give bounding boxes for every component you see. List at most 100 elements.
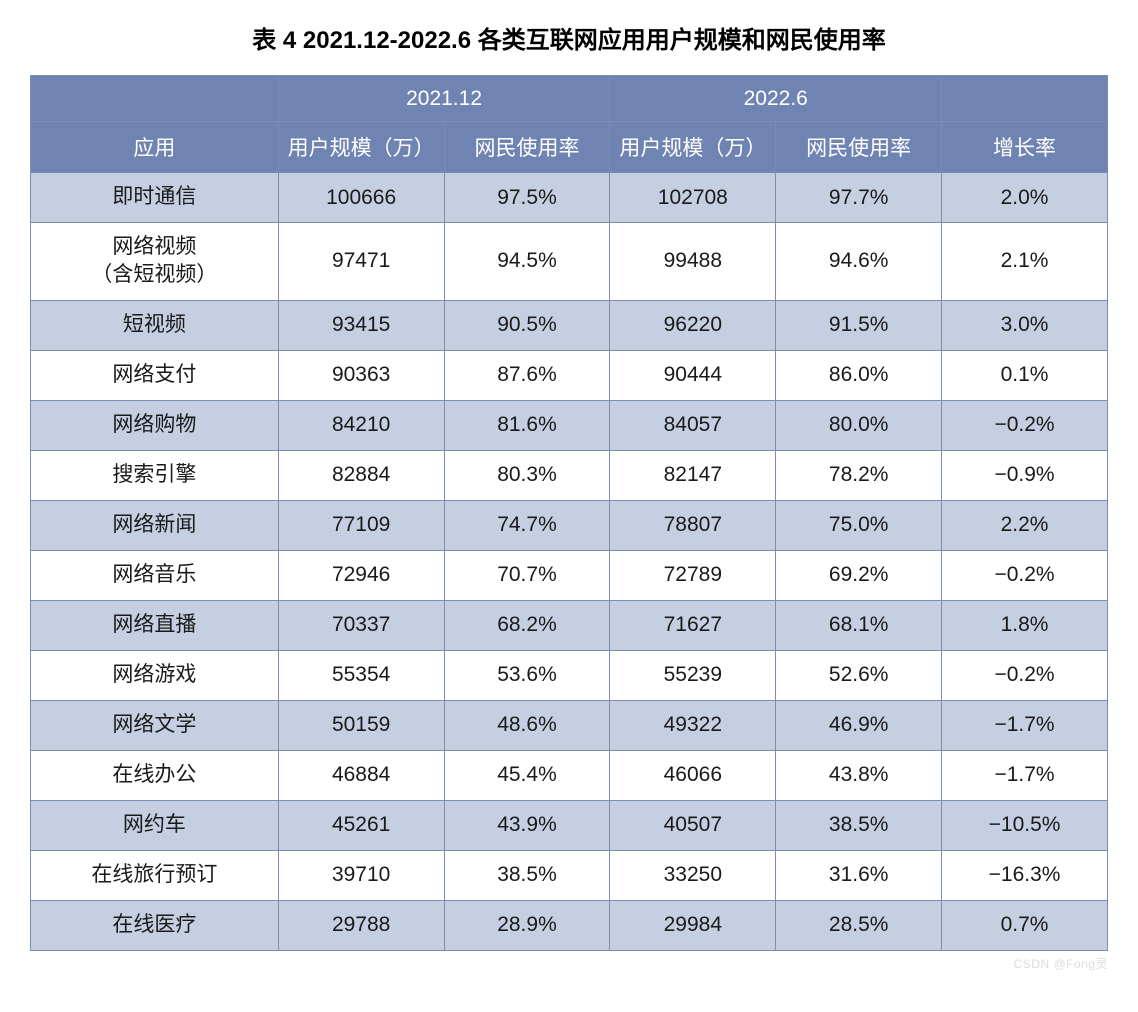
cell-p2_rate: 80.0%: [776, 400, 942, 450]
cell-p1_users: 46884: [278, 750, 444, 800]
cell-growth: 2.0%: [942, 173, 1108, 223]
cell-p2_users: 90444: [610, 350, 776, 400]
header-users-2: 用户规模（万）: [610, 122, 776, 173]
cell-p2_rate: 94.6%: [776, 223, 942, 301]
table-row: 网约车4526143.9%4050738.5%−10.5%: [31, 800, 1108, 850]
header-row-columns: 应用 用户规模（万） 网民使用率 用户规模（万） 网民使用率 增长率: [31, 122, 1108, 173]
cell-p2_rate: 86.0%: [776, 350, 942, 400]
data-table: 2021.12 2022.6 应用 用户规模（万） 网民使用率 用户规模（万） …: [30, 75, 1108, 951]
table-row: 在线医疗2978828.9%2998428.5%0.7%: [31, 900, 1108, 950]
table-row: 在线旅行预订3971038.5%3325031.6%−16.3%: [31, 850, 1108, 900]
cell-p2_users: 102708: [610, 173, 776, 223]
cell-p2_rate: 97.7%: [776, 173, 942, 223]
cell-p1_users: 100666: [278, 173, 444, 223]
table-row: 网络直播7033768.2%7162768.1%1.8%: [31, 600, 1108, 650]
cell-p1_rate: 48.6%: [444, 700, 610, 750]
cell-p2_rate: 69.2%: [776, 550, 942, 600]
table-row: 即时通信10066697.5%10270897.7%2.0%: [31, 173, 1108, 223]
cell-p1_users: 39710: [278, 850, 444, 900]
cell-p1_rate: 94.5%: [444, 223, 610, 301]
cell-p1_users: 50159: [278, 700, 444, 750]
cell-growth: −0.2%: [942, 650, 1108, 700]
cell-p2_users: 96220: [610, 300, 776, 350]
table-row: 网络音乐7294670.7%7278969.2%−0.2%: [31, 550, 1108, 600]
cell-p2_rate: 31.6%: [776, 850, 942, 900]
cell-p1_rate: 68.2%: [444, 600, 610, 650]
cell-growth: −0.2%: [942, 550, 1108, 600]
cell-p1_users: 93415: [278, 300, 444, 350]
header-blank-1: [31, 76, 279, 122]
cell-app: 网络视频（含短视频）: [31, 223, 279, 301]
cell-p1_rate: 97.5%: [444, 173, 610, 223]
header-row-periods: 2021.12 2022.6: [31, 76, 1108, 122]
cell-growth: 1.8%: [942, 600, 1108, 650]
cell-app: 在线办公: [31, 750, 279, 800]
cell-p2_users: 84057: [610, 400, 776, 450]
cell-growth: −0.9%: [942, 450, 1108, 500]
cell-app: 搜索引擎: [31, 450, 279, 500]
cell-p2_users: 78807: [610, 500, 776, 550]
cell-p1_users: 90363: [278, 350, 444, 400]
table-row: 网络新闻7710974.7%7880775.0%2.2%: [31, 500, 1108, 550]
cell-p1_rate: 81.6%: [444, 400, 610, 450]
cell-p2_rate: 78.2%: [776, 450, 942, 500]
cell-p2_users: 72789: [610, 550, 776, 600]
cell-p1_users: 45261: [278, 800, 444, 850]
cell-p1_users: 82884: [278, 450, 444, 500]
cell-p2_users: 82147: [610, 450, 776, 500]
table-row: 网络游戏5535453.6%5523952.6%−0.2%: [31, 650, 1108, 700]
cell-p2_users: 29984: [610, 900, 776, 950]
cell-app: 即时通信: [31, 173, 279, 223]
header-app: 应用: [31, 122, 279, 173]
cell-growth: −1.7%: [942, 750, 1108, 800]
cell-growth: 0.1%: [942, 350, 1108, 400]
header-period-2: 2022.6: [610, 76, 942, 122]
cell-p1_rate: 45.4%: [444, 750, 610, 800]
cell-p1_rate: 38.5%: [444, 850, 610, 900]
cell-app: 网络直播: [31, 600, 279, 650]
cell-growth: −16.3%: [942, 850, 1108, 900]
table-row: 网络文学5015948.6%4932246.9%−1.7%: [31, 700, 1108, 750]
header-blank-2: [942, 76, 1108, 122]
table-row: 搜索引擎8288480.3%8214778.2%−0.9%: [31, 450, 1108, 500]
cell-p1_users: 72946: [278, 550, 444, 600]
cell-p1_rate: 70.7%: [444, 550, 610, 600]
cell-growth: 2.1%: [942, 223, 1108, 301]
table-body: 即时通信10066697.5%10270897.7%2.0%网络视频（含短视频）…: [31, 173, 1108, 951]
cell-p2_users: 55239: [610, 650, 776, 700]
cell-app: 网约车: [31, 800, 279, 850]
cell-p1_rate: 87.6%: [444, 350, 610, 400]
cell-p2_rate: 68.1%: [776, 600, 942, 650]
watermark: CSDN @Fong灵: [30, 955, 1108, 972]
cell-app: 网络新闻: [31, 500, 279, 550]
cell-p2_rate: 38.5%: [776, 800, 942, 850]
table-row: 在线办公4688445.4%4606643.8%−1.7%: [31, 750, 1108, 800]
cell-growth: 0.7%: [942, 900, 1108, 950]
cell-growth: 3.0%: [942, 300, 1108, 350]
cell-p2_rate: 28.5%: [776, 900, 942, 950]
header-users-1: 用户规模（万）: [278, 122, 444, 173]
header-growth: 增长率: [942, 122, 1108, 173]
cell-p2_users: 71627: [610, 600, 776, 650]
cell-p2_users: 40507: [610, 800, 776, 850]
cell-p2_rate: 46.9%: [776, 700, 942, 750]
header-rate-1: 网民使用率: [444, 122, 610, 173]
cell-growth: −10.5%: [942, 800, 1108, 850]
cell-p1_rate: 28.9%: [444, 900, 610, 950]
cell-p2_rate: 43.8%: [776, 750, 942, 800]
cell-p1_users: 84210: [278, 400, 444, 450]
cell-p1_users: 97471: [278, 223, 444, 301]
table-row: 网络视频（含短视频）9747194.5%9948894.6%2.1%: [31, 223, 1108, 301]
table-title: 表 4 2021.12-2022.6 各类互联网应用用户规模和网民使用率: [30, 20, 1108, 55]
cell-p1_users: 77109: [278, 500, 444, 550]
table-row: 短视频9341590.5%9622091.5%3.0%: [31, 300, 1108, 350]
cell-p1_users: 70337: [278, 600, 444, 650]
cell-app: 网络购物: [31, 400, 279, 450]
cell-p1_users: 29788: [278, 900, 444, 950]
cell-p1_rate: 74.7%: [444, 500, 610, 550]
header-period-1: 2021.12: [278, 76, 610, 122]
cell-app: 网络支付: [31, 350, 279, 400]
cell-p1_rate: 80.3%: [444, 450, 610, 500]
cell-p1_users: 55354: [278, 650, 444, 700]
cell-growth: 2.2%: [942, 500, 1108, 550]
